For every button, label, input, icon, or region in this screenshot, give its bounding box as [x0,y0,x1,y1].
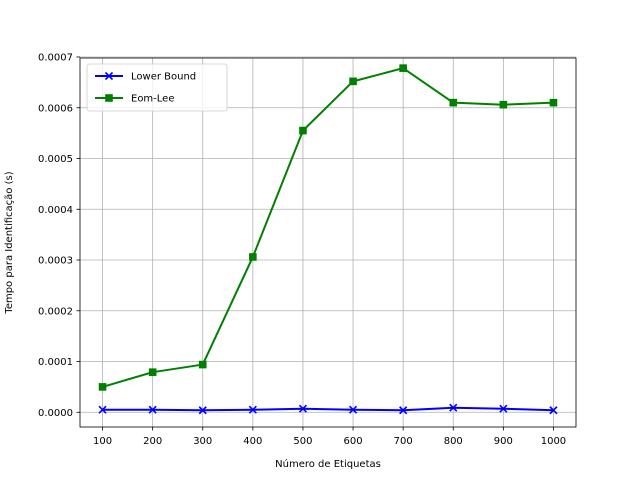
data-point [299,126,307,135]
legend-item: Lower Bound [95,72,196,83]
y-tick-label: 0.0002 [38,306,73,317]
data-point [198,406,207,415]
data-point [148,368,157,376]
series-line [102,67,554,388]
x-axis-label: Número de Etiquetas [275,458,381,470]
data-point [148,405,157,414]
series-line [102,406,554,412]
x-tick-label: 600 [344,436,363,447]
x-axis-ticks: 100 200 300 400 500 600 700 800 900 1000 [93,427,566,447]
x-tick-label: 100 [93,436,112,447]
data-point [499,404,508,413]
x-tick-label: 300 [193,436,212,447]
data-point [198,360,207,369]
data-point [98,383,107,391]
x-tick-label: 700 [394,436,413,447]
y-tick-label: 0.0007 [38,53,73,64]
data-point [98,405,107,414]
y-axis-label: Tempo para Identificação (s) [4,171,15,314]
x-tick-label: 900 [494,436,513,447]
x-tick-label: 800 [444,436,463,447]
y-tick-label: 0.0004 [38,205,73,216]
series-group [98,64,558,415]
data-point [499,100,508,109]
data-point [298,404,308,413]
series-eom-lee [98,64,558,391]
legend: Lower Bound Eom-Lee [86,63,228,112]
x-tick-label: 200 [143,436,162,447]
y-tick-label: 0.0005 [38,154,73,165]
data-point [449,98,458,107]
y-axis-ticks: 0.0000 0.0001 0.0002 0.0003 0.0004 0.0005 0.00… [38,53,80,419]
x-tick-label: 500 [293,436,312,447]
legend-label: Lower Bound [131,72,196,83]
y-tick-label: 0.0000 [38,408,73,419]
data-point [449,403,458,412]
y-tick-label: 0.0006 [38,103,73,114]
grid [80,56,576,427]
data-point [399,64,407,72]
legend-item: Eom-Lee [95,94,175,105]
y-tick-label: 0.0001 [38,357,73,368]
x-tick-label: 400 [243,436,262,447]
series-lower-bound [98,403,558,415]
x-tick-label: 1000 [541,436,566,447]
data-point [248,405,257,414]
data-point [349,77,357,86]
data-point [249,253,257,261]
data-point [399,406,408,415]
data-point [549,98,558,107]
data-point [348,405,358,414]
y-tick-label: 0.0003 [38,256,73,267]
legend-marker [105,94,113,102]
plot-frame [79,57,577,428]
legend-marker [104,71,114,81]
data-point [549,406,558,415]
legend-label: Eom-Lee [131,94,175,105]
